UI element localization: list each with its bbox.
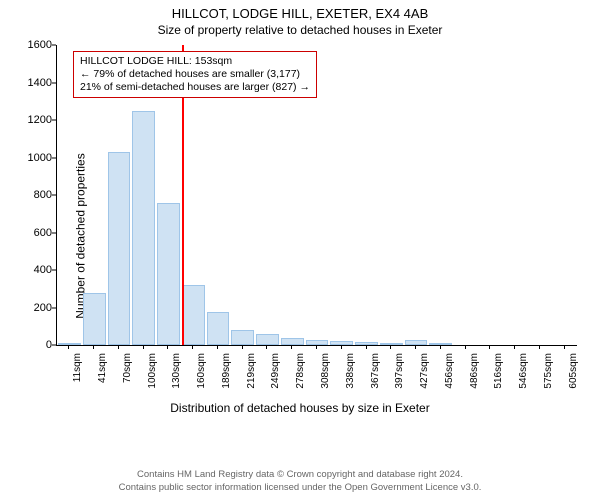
- histogram-bar: [231, 330, 254, 345]
- y-tick-label: 1200: [24, 114, 52, 126]
- x-tick-label: 546sqm: [518, 353, 529, 389]
- x-tick-mark: [217, 345, 218, 349]
- histogram-bar: [281, 338, 304, 346]
- x-tick-label: 70sqm: [122, 353, 133, 383]
- x-tick-label: 308sqm: [320, 353, 331, 389]
- x-tick-mark: [564, 345, 565, 349]
- x-tick-mark: [465, 345, 466, 349]
- x-tick-mark: [291, 345, 292, 349]
- histogram-bar: [108, 152, 131, 345]
- y-tick-mark: [52, 232, 56, 233]
- x-tick-mark: [316, 345, 317, 349]
- x-tick-label: 249sqm: [270, 353, 281, 389]
- x-tick-label: 278sqm: [295, 353, 306, 389]
- y-tick-label: 800: [24, 189, 52, 201]
- x-tick-label: 338sqm: [345, 353, 356, 389]
- y-tick-label: 600: [24, 227, 52, 239]
- histogram-bar: [132, 111, 155, 345]
- annotation-line: ← 79% of detached houses are smaller (3,…: [80, 68, 310, 81]
- y-tick-mark: [52, 307, 56, 308]
- x-tick-mark: [366, 345, 367, 349]
- x-tick-label: 11sqm: [72, 353, 83, 382]
- x-tick-mark: [68, 345, 69, 349]
- x-tick-label: 516sqm: [493, 353, 504, 389]
- x-tick-mark: [489, 345, 490, 349]
- x-tick-mark: [192, 345, 193, 349]
- histogram-bar: [256, 334, 279, 345]
- x-tick-mark: [390, 345, 391, 349]
- x-axis-label: Distribution of detached houses by size …: [0, 401, 600, 415]
- x-tick-label: 427sqm: [419, 353, 430, 389]
- x-tick-label: 605sqm: [568, 353, 579, 389]
- x-tick-label: 130sqm: [171, 353, 182, 389]
- y-tick-mark: [52, 345, 56, 346]
- y-tick-mark: [52, 45, 56, 46]
- x-tick-label: 367sqm: [370, 353, 381, 389]
- y-tick-mark: [52, 157, 56, 158]
- y-tick-mark: [52, 195, 56, 196]
- y-tick-label: 1400: [24, 77, 52, 89]
- x-tick-label: 397sqm: [394, 353, 405, 389]
- page-subtitle: Size of property relative to detached ho…: [0, 21, 600, 41]
- y-tick-mark: [52, 120, 56, 121]
- footer-line-2: Contains public sector information licen…: [0, 482, 600, 494]
- x-tick-label: 189sqm: [221, 353, 232, 389]
- y-tick-label: 1600: [24, 39, 52, 51]
- x-tick-mark: [266, 345, 267, 349]
- annotation-box: HILLCOT LODGE HILL: 153sqm← 79% of detac…: [73, 51, 317, 98]
- footer-attribution: Contains HM Land Registry data © Crown c…: [0, 469, 600, 494]
- histogram-bar: [207, 312, 230, 345]
- histogram-bar: [157, 203, 180, 346]
- plot-region: HILLCOT LODGE HILL: 153sqm← 79% of detac…: [56, 45, 577, 346]
- x-tick-label: 219sqm: [246, 353, 257, 389]
- histogram-bar: [83, 293, 106, 346]
- x-tick-label: 41sqm: [97, 353, 108, 383]
- x-tick-label: 575sqm: [543, 353, 554, 389]
- page-title: HILLCOT, LODGE HILL, EXETER, EX4 4AB: [0, 0, 600, 21]
- x-tick-label: 456sqm: [444, 353, 455, 389]
- x-tick-mark: [539, 345, 540, 349]
- y-tick-label: 400: [24, 264, 52, 276]
- y-tick-mark: [52, 270, 56, 271]
- y-tick-label: 200: [24, 302, 52, 314]
- x-tick-mark: [440, 345, 441, 349]
- y-tick-label: 1000: [24, 152, 52, 164]
- x-tick-mark: [415, 345, 416, 349]
- x-tick-mark: [341, 345, 342, 349]
- x-tick-mark: [167, 345, 168, 349]
- y-tick-label: 0: [24, 339, 52, 351]
- x-tick-label: 100sqm: [147, 353, 158, 389]
- x-tick-label: 486sqm: [469, 353, 480, 389]
- chart-area: Number of detached properties HILLCOT LO…: [0, 41, 600, 431]
- x-tick-mark: [118, 345, 119, 349]
- x-tick-mark: [242, 345, 243, 349]
- annotation-line: 21% of semi-detached houses are larger (…: [80, 81, 310, 94]
- x-tick-mark: [514, 345, 515, 349]
- footer-line-1: Contains HM Land Registry data © Crown c…: [0, 469, 600, 481]
- y-tick-mark: [52, 82, 56, 83]
- histogram-bar: [182, 285, 205, 345]
- x-tick-mark: [143, 345, 144, 349]
- x-tick-label: 160sqm: [196, 353, 207, 389]
- x-tick-mark: [93, 345, 94, 349]
- annotation-line: HILLCOT LODGE HILL: 153sqm: [80, 55, 310, 68]
